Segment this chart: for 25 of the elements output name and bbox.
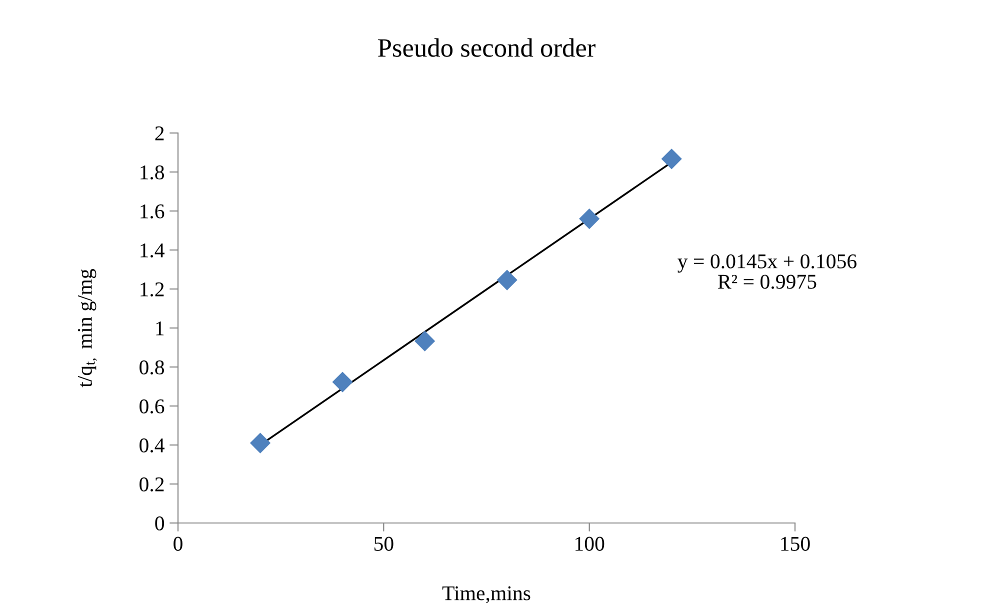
chart-title: Pseudo second order <box>378 38 596 57</box>
point <box>250 432 271 454</box>
x-axis-title: Time,mins <box>442 586 530 603</box>
y-axis-title: t/q$_{t,}$ min g/mg <box>78 269 97 388</box>
y-tick-label: 1.4 <box>140 243 164 258</box>
point <box>496 270 518 290</box>
point <box>661 148 682 170</box>
point <box>332 372 353 392</box>
y-tick-label: 0.6 <box>140 399 164 414</box>
y-tick-label: 1.2 <box>140 282 164 297</box>
y-tick-label: 1.8 <box>140 165 164 180</box>
point <box>579 208 600 230</box>
y-tick-label: 1.6 <box>140 204 164 219</box>
annotation: y = 0.0145x + 0.1056 R² = 0.9975 <box>678 254 856 289</box>
point <box>414 330 436 352</box>
y-tick-label: 2 <box>155 126 164 140</box>
x-tick-label: 100 <box>576 536 604 551</box>
y-tick-label: 1 <box>156 321 164 336</box>
y-tick-label: 0 <box>155 516 164 530</box>
x-tick-label: 150 <box>781 536 810 551</box>
y-tick-label: 0.4 <box>140 438 164 453</box>
y-tick-label: 0.8 <box>140 360 164 375</box>
y-tick-label: 0.2 <box>140 477 164 492</box>
x-tick-label: 0 <box>174 536 182 551</box>
x-tick-label: 50 <box>374 536 394 551</box>
